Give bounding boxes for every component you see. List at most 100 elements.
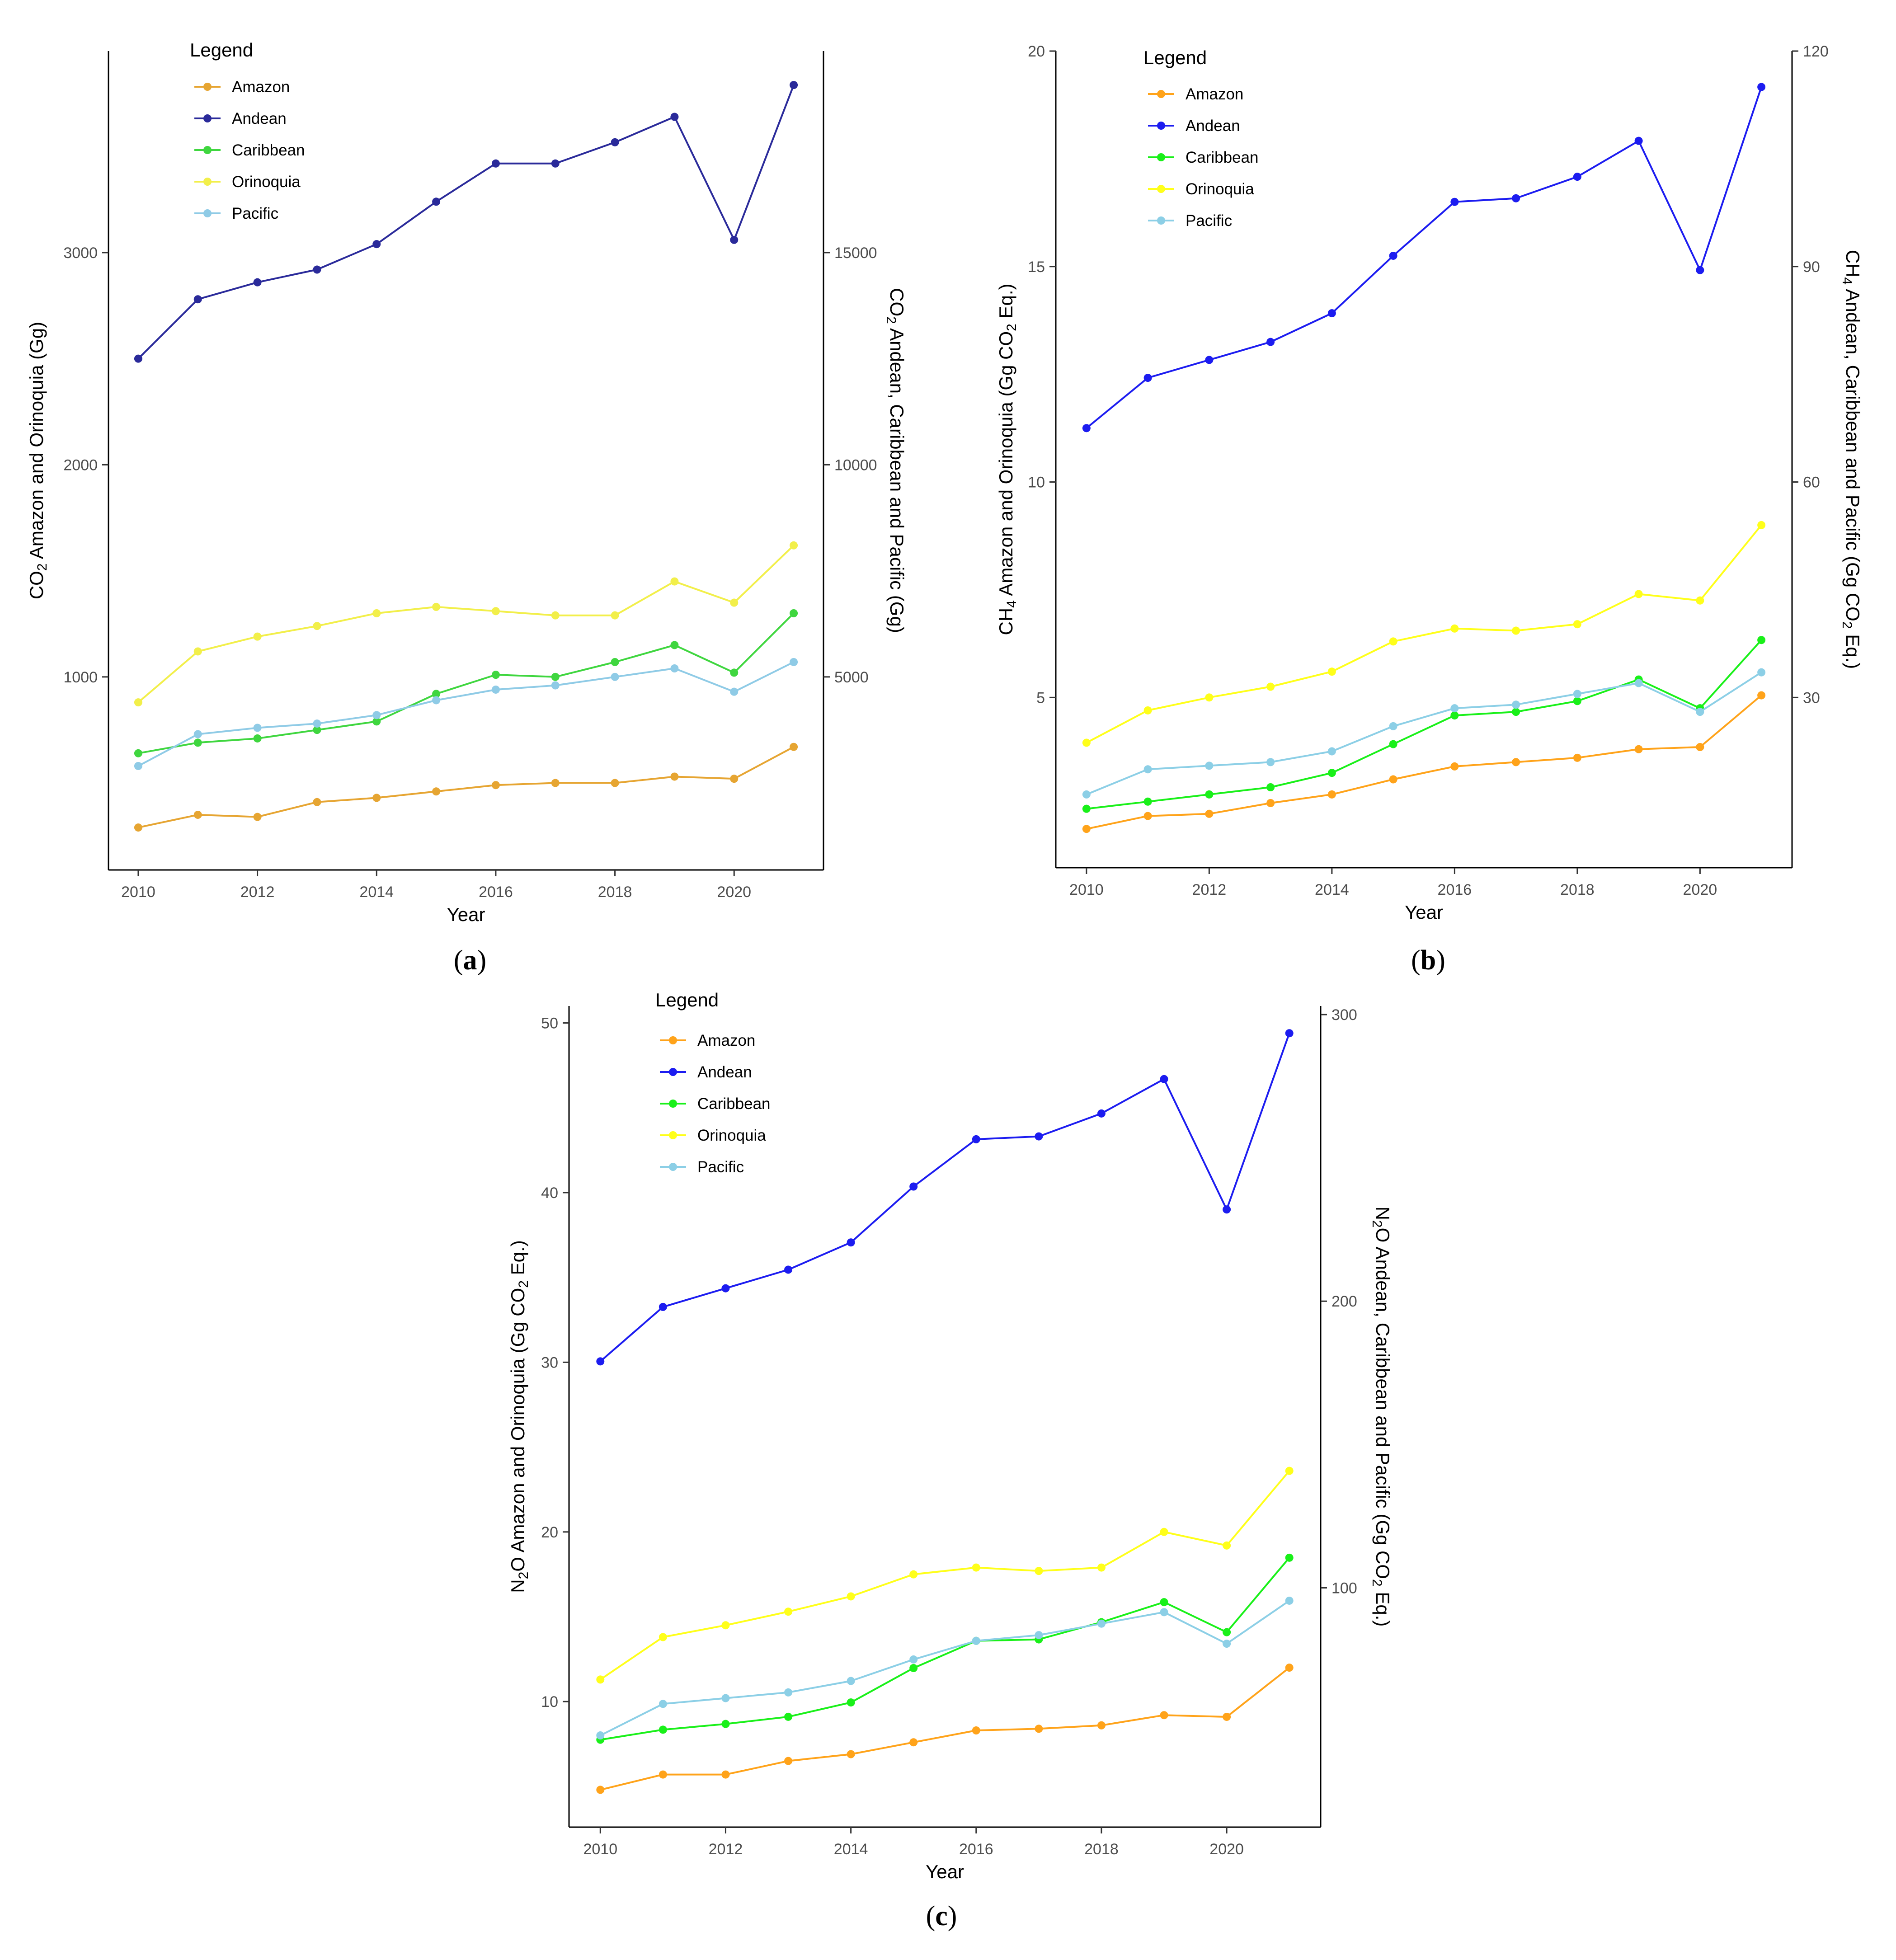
data-point-amazon [1450, 762, 1459, 771]
subscript: 2 [1369, 1579, 1384, 1587]
data-point-orinoquia [253, 632, 262, 641]
x-tick-label: 2014 [359, 884, 394, 901]
series-line-orinoquia [600, 1470, 1290, 1681]
data-point-caribbean [1160, 1598, 1168, 1607]
data-point-pacific [1634, 679, 1643, 687]
data-point-pacific [730, 687, 739, 696]
left-y-axis-title: CO2 Amazon and Orinoquia (Gg) [26, 322, 50, 599]
subscript: 2 [1840, 621, 1854, 629]
x-tick-label: 2010 [121, 884, 155, 901]
right-y-tick-label: 90 [1803, 259, 1820, 276]
right-y-tick-label: 100 [1331, 1579, 1357, 1597]
data-point-andean [1757, 83, 1766, 91]
panel-label-letter: a [463, 945, 477, 976]
data-point-pacific [1082, 790, 1091, 799]
data-point-amazon [1082, 825, 1091, 833]
data-point-orinoquia [1757, 521, 1766, 529]
data-point-pacific [670, 664, 679, 673]
data-point-amazon [1327, 790, 1336, 799]
data-point-andean [313, 265, 321, 274]
left-y-tick-label: 30 [541, 1354, 558, 1371]
series-line-pacific [600, 1600, 1290, 1736]
data-point-andean [1634, 136, 1643, 145]
data-point-orinoquia [1205, 693, 1214, 702]
panel-label: (c) [926, 1901, 957, 1932]
subscript: 2 [35, 563, 50, 571]
data-point-orinoquia [790, 541, 798, 550]
data-point-orinoquia [1450, 624, 1459, 633]
data-point-caribbean [1223, 1628, 1231, 1636]
data-point-caribbean [1266, 783, 1275, 792]
legend-key-point [203, 83, 212, 91]
legend-key-point [1157, 185, 1165, 193]
data-point-orinoquia [1160, 1528, 1168, 1536]
data-point-andean [1205, 356, 1214, 364]
legend-label: Caribbean [697, 1095, 771, 1113]
data-point-caribbean [1573, 697, 1581, 705]
data-point-andean [432, 197, 441, 206]
data-point-andean [659, 1302, 667, 1311]
right-y-axis-title: CO2 Andean, Caribbean and Pacific (Gg) [884, 288, 908, 633]
legend-key-point [669, 1131, 677, 1139]
data-point-andean [1450, 197, 1459, 206]
data-point-pacific [1757, 668, 1766, 677]
data-point-orinoquia [193, 647, 202, 656]
label-part: Eq.) [507, 1240, 528, 1280]
subscript: 2 [884, 316, 899, 324]
right-y-tick-label: 15000 [834, 244, 877, 262]
panel-label-close-paren: ) [1436, 945, 1445, 976]
data-point-andean [790, 81, 798, 89]
data-point-pacific [1573, 690, 1581, 698]
data-point-orinoquia [1512, 626, 1520, 635]
data-point-orinoquia [134, 698, 142, 707]
series-line-orinoquia [1086, 524, 1762, 744]
left-y-tick-label: 20 [1028, 43, 1045, 60]
legend-key-point [203, 114, 212, 122]
panel-label-letter: c [935, 1901, 948, 1932]
right-y-tick-label: 200 [1331, 1293, 1357, 1310]
data-point-caribbean [909, 1664, 918, 1673]
data-point-caribbean [1389, 740, 1397, 748]
data-point-caribbean [313, 726, 321, 734]
panel-label-letter: b [1421, 945, 1436, 976]
series-line-caribbean [600, 1557, 1290, 1741]
data-point-pacific [1097, 1619, 1106, 1628]
data-point-orinoquia [313, 622, 321, 630]
label-part: CO [886, 288, 908, 316]
x-tick-label: 2014 [1315, 881, 1349, 898]
data-point-orinoquia [847, 1592, 855, 1601]
data-point-andean [721, 1284, 730, 1293]
data-point-andean [372, 240, 381, 249]
data-point-caribbean [1143, 797, 1152, 806]
series-line-andean [1086, 86, 1762, 429]
data-point-caribbean [721, 1720, 730, 1728]
data-point-orinoquia [1035, 1567, 1043, 1575]
data-point-orinoquia [972, 1563, 980, 1572]
data-point-orinoquia [1223, 1541, 1231, 1550]
data-point-andean [1512, 194, 1520, 202]
data-point-amazon [313, 798, 321, 806]
data-point-orinoquia [372, 609, 381, 617]
data-point-pacific [313, 719, 321, 728]
data-point-andean [909, 1182, 918, 1191]
data-point-amazon [670, 772, 679, 781]
data-point-orinoquia [670, 577, 679, 586]
x-tick-label: 2012 [240, 884, 275, 901]
left-y-tick-label: 3000 [63, 244, 98, 262]
data-point-pacific [1160, 1608, 1168, 1617]
legend-label: Andean [697, 1063, 752, 1081]
panel-label: (b) [1411, 945, 1445, 976]
series-line-amazon [1086, 695, 1762, 830]
data-point-amazon [1035, 1725, 1043, 1733]
data-point-orinoquia [551, 611, 560, 620]
data-point-amazon [596, 1786, 605, 1794]
data-point-orinoquia [1696, 596, 1704, 605]
data-point-amazon [193, 810, 202, 819]
data-point-andean [1035, 1132, 1043, 1141]
data-point-andean [596, 1357, 605, 1366]
legend-label: Orinoquia [697, 1127, 766, 1144]
series-line-pacific [137, 661, 794, 767]
legend-key-point [1157, 90, 1165, 98]
legend-label: Orinoquia [232, 173, 301, 191]
